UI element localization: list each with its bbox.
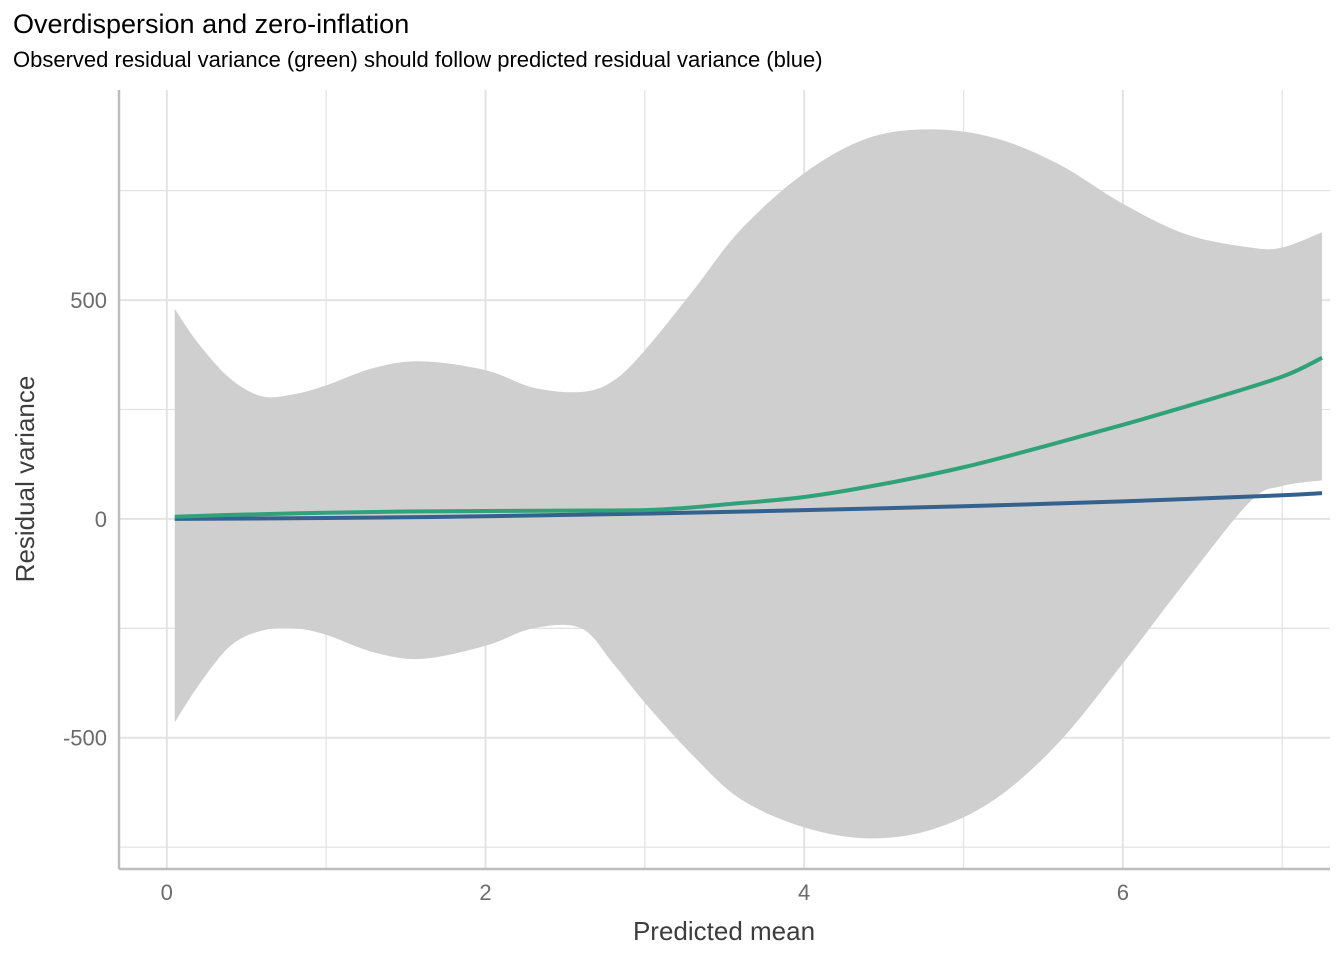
chart-subtitle: Observed residual variance (green) shoul…	[13, 47, 823, 72]
x-tick-label: 0	[161, 880, 173, 905]
y-axis-title: Residual variance	[10, 376, 40, 583]
y-tick-label: 500	[70, 288, 107, 313]
predicted-variance-line	[174, 491, 1323, 521]
ribbon-layer	[174, 129, 1323, 839]
x-tick-label: 2	[479, 880, 491, 905]
y-tick-label: -500	[63, 726, 107, 751]
axis-layer	[117, 90, 1330, 871]
confidence-ribbon	[174, 129, 1323, 839]
series-layer	[174, 356, 1323, 521]
chart-title: Overdispersion and zero-inflation	[13, 9, 410, 39]
x-axis-title: Predicted mean	[633, 916, 815, 946]
x-tick-label: 6	[1117, 880, 1129, 905]
observed-variance-line	[174, 356, 1323, 519]
y-tick-label: 0	[95, 507, 107, 532]
x-tick-label: 4	[798, 880, 810, 905]
label-layer: 0 2 4 6 -500 0 500	[63, 288, 1129, 905]
